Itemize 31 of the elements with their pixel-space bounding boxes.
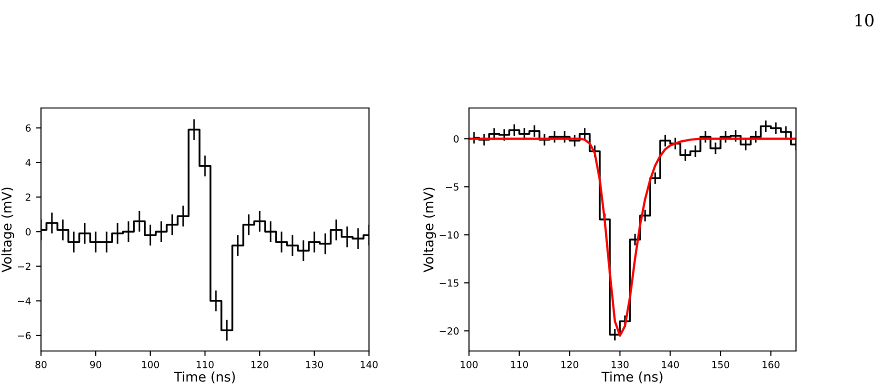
y-tick-label: 6 <box>26 124 31 132</box>
y-tick-label: −20 <box>440 327 459 335</box>
x-tick-label: 150 <box>712 360 730 368</box>
x-tick-label: 100 <box>460 360 478 368</box>
x-tick-label: 110 <box>196 360 214 368</box>
y-tick-label: −5 <box>446 183 458 191</box>
x-tick-label: 140 <box>360 360 378 368</box>
x-axis-title: Time (ns) <box>174 372 235 384</box>
y-tick-label: −15 <box>440 279 458 287</box>
x-tick-label: 90 <box>90 360 102 368</box>
x-tick-label: 160 <box>762 360 780 368</box>
x-tick-label: 120 <box>251 360 268 368</box>
y-tick-label: 0 <box>454 135 459 143</box>
y-axis-title: Voltage (mV) <box>1 188 14 272</box>
y-tick-label: −10 <box>440 231 459 239</box>
x-tick-label: 130 <box>612 360 629 368</box>
text: 10 <box>856 14 874 27</box>
x-axis-title: Time (ns) <box>601 372 662 384</box>
x-tick-label: 120 <box>561 360 578 368</box>
x-tick-label: 130 <box>306 360 323 368</box>
y-tick-label: −4 <box>18 297 31 305</box>
x-tick-label: 140 <box>662 360 679 368</box>
x-tick-label: 80 <box>35 360 47 368</box>
y-tick-label: 2 <box>26 194 30 201</box>
x-tick-label: 110 <box>511 360 528 368</box>
y-tick-label: 4 <box>26 159 31 166</box>
y-tick-label: −2 <box>18 262 30 270</box>
x-tick-label: 100 <box>142 360 159 368</box>
y-axis-title: Voltage (mV) <box>423 188 436 272</box>
y-tick-label: 0 <box>26 228 31 236</box>
y-tick-label: −6 <box>18 332 31 340</box>
